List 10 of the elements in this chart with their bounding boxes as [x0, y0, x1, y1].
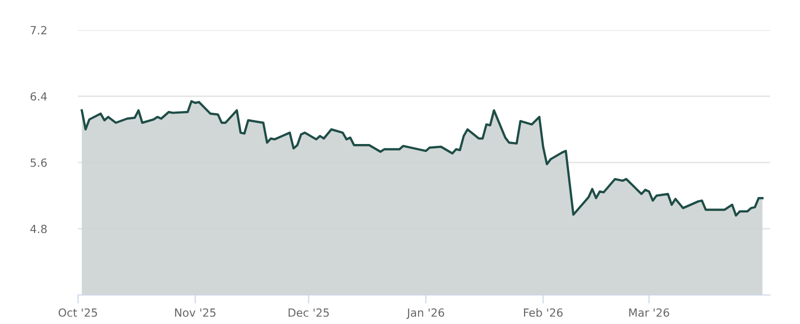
y-tick-label: 5.6 — [30, 158, 47, 167]
x-tick-label: Nov '25 — [175, 308, 216, 317]
x-tick-label: Dec '25 — [288, 308, 329, 317]
x-tick-label: Oct '25 — [58, 308, 97, 317]
y-tick-label: 4.8 — [30, 224, 47, 234]
x-tick-label: Jan '26 — [406, 308, 444, 319]
x-tick-label: Feb '26 — [524, 308, 563, 317]
y-tick-label: 7.2 — [30, 26, 46, 34]
y-tick-label: 6.4 — [30, 92, 47, 101]
x-tick-label: Mar '26 — [629, 308, 670, 317]
